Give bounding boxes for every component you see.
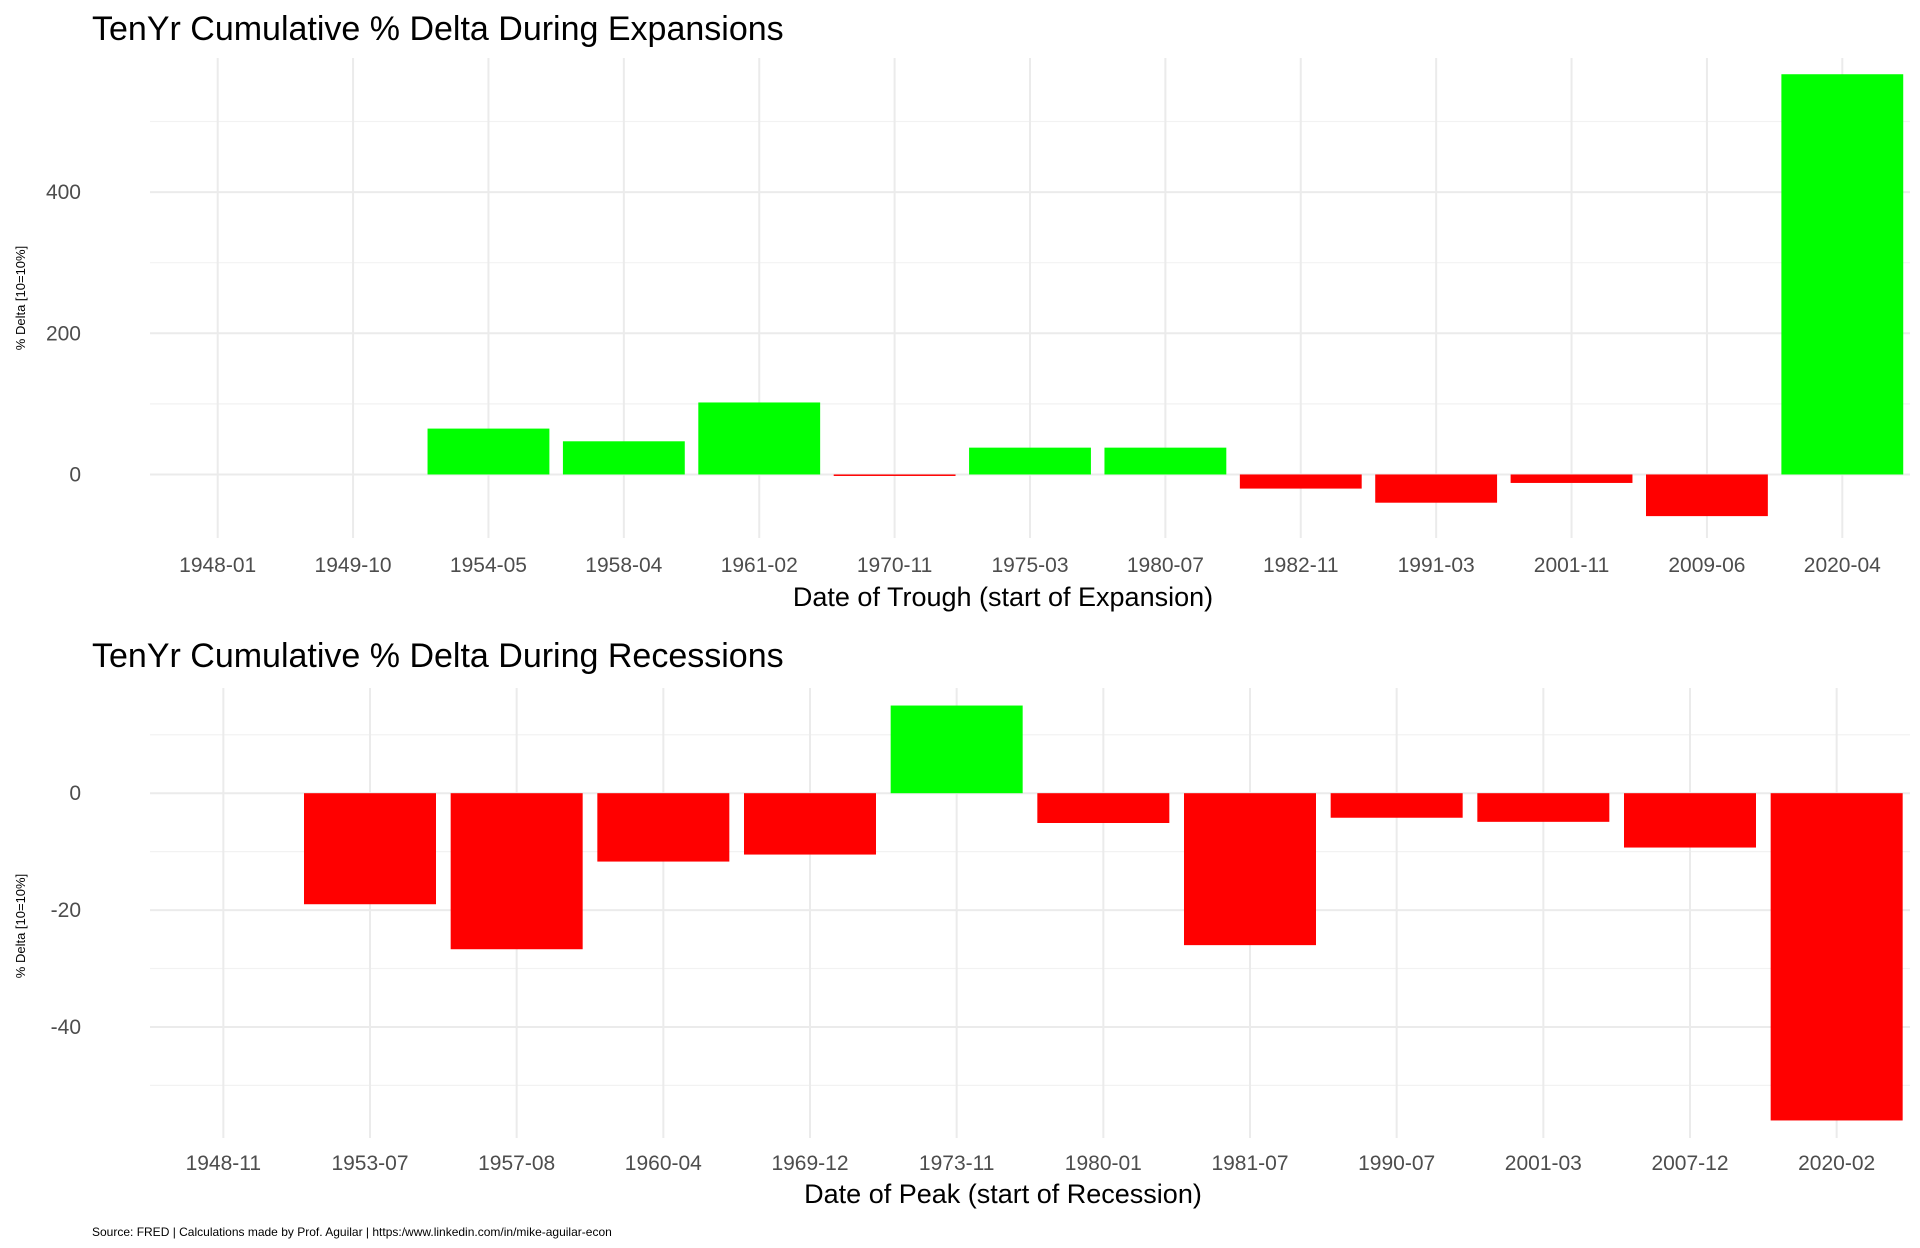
bar-2020-04 <box>1781 74 1904 475</box>
x-tick-label: 2020-04 <box>1804 554 1881 577</box>
x-tick-label: 1981-07 <box>1211 1152 1288 1175</box>
x-tick-label: 1949-10 <box>315 554 392 577</box>
bar-2007-12 <box>1624 793 1756 848</box>
y-tick-label: -20 <box>51 899 81 922</box>
x-tick-label: 1969-12 <box>771 1152 848 1175</box>
x-tick-label: 1958-04 <box>585 554 662 577</box>
bar-1980-07 <box>1104 447 1227 475</box>
chart-1-title: TenYr Cumulative % Delta During Expansio… <box>92 10 784 48</box>
bar-1970-11 <box>833 474 956 476</box>
bar-1958-04 <box>562 441 685 475</box>
chart-2-x-axis-label: Date of Peak (start of Recession) <box>804 1179 1202 1209</box>
x-tick-label: 1973-11 <box>919 1152 995 1175</box>
bar-1953-07 <box>304 793 436 905</box>
x-tick-label: 1991-03 <box>1398 554 1475 577</box>
x-tick-label: 1975-03 <box>991 554 1068 577</box>
y-tick-label: 200 <box>46 322 81 345</box>
bar-1961-02 <box>698 402 821 475</box>
x-tick-label: 1980-07 <box>1127 554 1204 577</box>
y-tick-label: 400 <box>46 181 81 204</box>
chart-1-x-axis-label: Date of Trough (start of Expansion) <box>793 582 1213 612</box>
x-tick-label: 2007-12 <box>1651 1152 1728 1175</box>
x-tick-label: 1982-11 <box>1263 554 1339 577</box>
bar-2001-11 <box>1510 474 1633 483</box>
x-tick-label: 1957-08 <box>478 1152 555 1175</box>
x-tick-label: 2020-02 <box>1798 1152 1875 1175</box>
y-tick-label: 0 <box>69 463 81 486</box>
bar-1980-01 <box>1037 793 1170 823</box>
bar-1969-12 <box>744 793 876 855</box>
x-tick-label: 1970-11 <box>857 554 933 577</box>
x-tick-label: 1948-11 <box>186 1152 262 1175</box>
bar-2009-06 <box>1646 474 1768 517</box>
y-tick-label: -40 <box>51 1016 81 1039</box>
chart-2-y-axis-label: % Delta [10=10%] <box>13 874 28 978</box>
chart-1-y-axis-label: % Delta [10=10%] <box>13 246 28 350</box>
bar-1981-07 <box>1184 793 1316 946</box>
x-tick-label: 1980-01 <box>1065 1152 1142 1175</box>
source-caption: Source: FRED | Calculations made by Prof… <box>92 1225 612 1239</box>
x-tick-label: 1961-02 <box>721 554 798 577</box>
x-tick-label: 2001-11 <box>1534 554 1610 577</box>
x-tick-label: 1948-01 <box>179 554 256 577</box>
x-tick-label: 1953-07 <box>331 1152 408 1175</box>
bar-1990-07 <box>1330 793 1463 818</box>
x-tick-label: 2009-06 <box>1668 554 1745 577</box>
x-tick-label: 1960-04 <box>625 1152 702 1175</box>
bar-1991-03 <box>1375 474 1498 503</box>
chart-2-title: TenYr Cumulative % Delta During Recessio… <box>92 637 784 675</box>
bar-1975-03 <box>969 447 1091 475</box>
bar-1982-11 <box>1239 474 1362 489</box>
x-tick-label: 1954-05 <box>450 554 527 577</box>
bar-1954-05 <box>427 428 550 475</box>
bar-1957-08 <box>450 793 583 950</box>
bar-2001-03 <box>1477 793 1610 822</box>
y-tick-label: 0 <box>69 782 81 805</box>
bar-2020-02 <box>1770 793 1903 1121</box>
x-tick-label: 2001-03 <box>1505 1152 1582 1175</box>
x-tick-label: 1990-07 <box>1358 1152 1435 1175</box>
bar-1960-04 <box>597 793 730 862</box>
bar-1973-11 <box>890 705 1023 794</box>
